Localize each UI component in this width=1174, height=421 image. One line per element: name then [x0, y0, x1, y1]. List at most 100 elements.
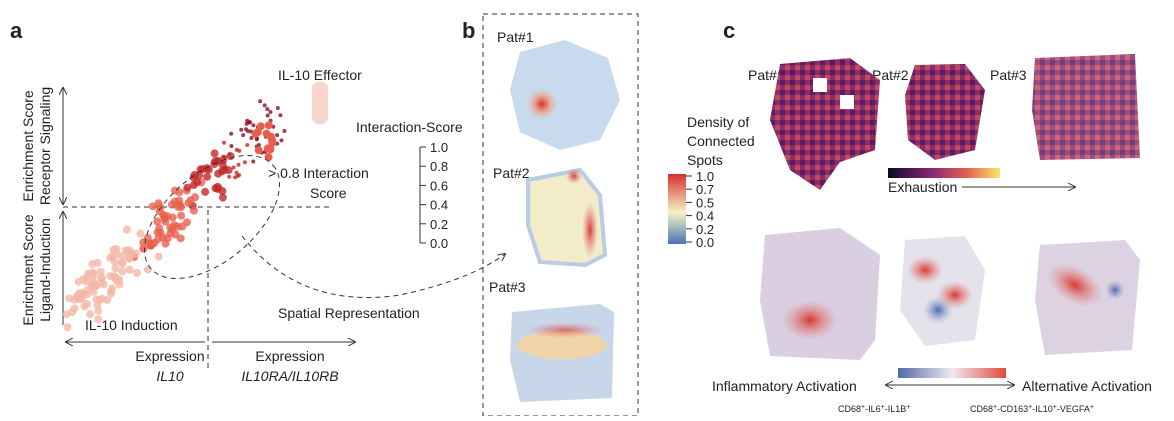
tick-label: 0.2: [430, 217, 448, 232]
marker-label: CD68+-IL6+-IL1B+: [838, 404, 910, 415]
scatter-dot: [224, 165, 228, 169]
scatter-dot: [94, 307, 102, 315]
scatter-dot: [139, 245, 147, 253]
patient-label: Pat#1: [497, 29, 534, 45]
marker-part: -IL1B: [885, 404, 907, 414]
scatter-dot: [221, 155, 225, 159]
scatter-dot: [201, 188, 209, 196]
scatter-dot: [93, 259, 101, 267]
scale-title: Spots: [687, 152, 723, 168]
scatter-dot: [251, 123, 255, 127]
axis-label: Ligand-Induction: [37, 218, 53, 322]
tick-label: 0.6: [430, 178, 448, 193]
axis-label: Expression: [135, 348, 204, 364]
annotation: Score: [310, 185, 347, 201]
scale: 1.00.70.50.40.20.0: [686, 169, 714, 250]
scatter-dot: [282, 129, 286, 133]
marker-part: CD68: [838, 404, 861, 414]
hotspot: [782, 300, 838, 340]
scatter-dot: [241, 133, 245, 137]
scatter-dot: [144, 266, 152, 274]
hotspot: [907, 256, 943, 284]
scatter-dot: [178, 223, 186, 231]
marker-part: CD68: [970, 404, 993, 414]
scatter-dot: [64, 323, 72, 331]
scatter-dot: [251, 160, 255, 164]
scatter-dot: [237, 163, 241, 167]
scale-title: Interaction-Score: [356, 119, 463, 135]
scatter-dot: [265, 107, 269, 111]
hotspot: [582, 202, 598, 258]
scatter-dot: [235, 148, 239, 152]
scatter-dot: [222, 141, 226, 145]
scatter-dot: [258, 99, 262, 103]
axis-label: Expression: [255, 348, 324, 364]
annotation: IL-10 Effector: [278, 67, 362, 83]
marker-part: +: [906, 404, 910, 411]
scatter-dot: [254, 128, 262, 136]
axis-label: Enrichment Score: [20, 90, 36, 201]
scatter-dot: [65, 294, 73, 302]
scale-title: Connected: [687, 133, 755, 149]
scatter-dot: [170, 221, 178, 229]
scatter-dot: [133, 269, 141, 277]
scatter-dot: [232, 165, 236, 169]
tick-label: 0.0: [430, 236, 448, 251]
axis-label: Receptor Signaling: [37, 87, 53, 205]
tick-label: 0.8: [430, 159, 448, 174]
scatter-dot: [312, 82, 328, 124]
scatter-dot: [89, 280, 97, 288]
figure: a Enrichment Score Receptor Signaling En…: [0, 0, 1174, 416]
marker-part: +: [1090, 404, 1094, 411]
scatter-dot: [246, 129, 250, 133]
scatter-dot: [193, 178, 201, 186]
heatmap-hole: [813, 78, 827, 92]
scatter-dot: [111, 265, 119, 273]
patient-label: Pat#2: [493, 165, 530, 181]
scale-title: Density of: [687, 114, 749, 130]
arrow: [242, 236, 505, 298]
scatter-dot: [247, 121, 251, 125]
annotation: > 0.8 Interaction: [268, 165, 369, 181]
scatter-dot: [118, 267, 126, 275]
scatter-dot: [157, 229, 165, 237]
scatter-dot: [98, 278, 106, 286]
axis-label: IL10RA/IL10RB: [241, 368, 338, 384]
scatter-dot: [155, 199, 163, 207]
scatter-dot: [75, 295, 83, 303]
scatter-dot: [278, 113, 282, 117]
scatter-dot: [229, 132, 233, 136]
annotation: IL-10 Induction: [85, 317, 178, 333]
scatter-dot: [126, 266, 134, 274]
scatter-dot: [279, 138, 283, 142]
scale-title: Exhaustion: [888, 179, 957, 195]
scatter-dot: [147, 242, 155, 250]
tissue-map: [760, 228, 880, 360]
color-bar: [668, 174, 686, 244]
scatter-dot: [267, 133, 275, 141]
heatmap: [770, 58, 880, 190]
scatter-dot: [136, 230, 144, 238]
scatter-dot: [84, 270, 92, 278]
marker-label: CD68+-CD163+-IL10+-VEGFA+: [970, 404, 1094, 415]
annotation: Spatial Representation: [278, 305, 420, 321]
scatter-dot: [219, 194, 227, 202]
scatter-dot: [239, 128, 243, 132]
scatter-dot: [153, 217, 161, 225]
tick-label: 0.4: [430, 198, 448, 213]
scatter-dot: [191, 193, 199, 201]
scatter-dot: [82, 278, 90, 286]
scale: 1.00.80.60.40.20.0: [420, 140, 448, 251]
color-bar: [898, 368, 1006, 378]
marker-part: -CD163: [997, 404, 1028, 414]
scatter-dot: [243, 160, 247, 164]
scatter-dot: [227, 152, 235, 160]
heatmap-hole: [840, 95, 854, 109]
scatter-dot: [229, 144, 233, 148]
scatter-dot: [227, 175, 231, 179]
scatter-dot: [160, 213, 168, 221]
annotation: Alternative Activation: [1022, 378, 1152, 394]
scatter-dot: [214, 185, 222, 193]
scatter-dot: [245, 143, 249, 147]
panel-label: a: [10, 18, 23, 43]
